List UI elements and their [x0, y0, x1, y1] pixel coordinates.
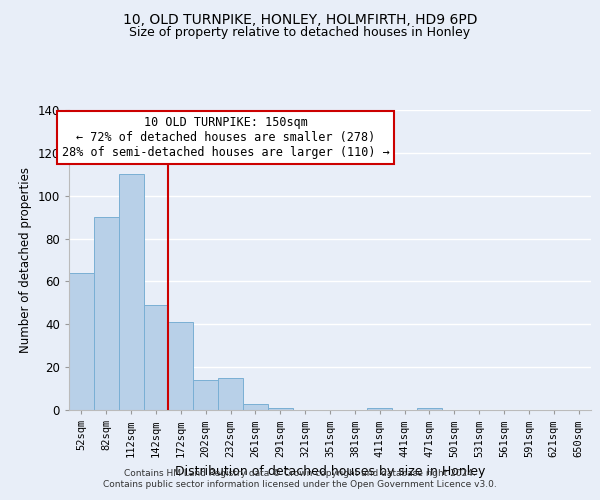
X-axis label: Distribution of detached houses by size in Honley: Distribution of detached houses by size …: [175, 465, 485, 478]
Text: Contains public sector information licensed under the Open Government Licence v3: Contains public sector information licen…: [103, 480, 497, 489]
Bar: [169, 322, 193, 410]
Bar: [94, 217, 119, 410]
Y-axis label: Number of detached properties: Number of detached properties: [19, 167, 32, 353]
Bar: [218, 378, 243, 410]
Bar: [243, 404, 268, 410]
Bar: [119, 174, 143, 410]
Text: 10 OLD TURNPIKE: 150sqm
← 72% of detached houses are smaller (278)
28% of semi-d: 10 OLD TURNPIKE: 150sqm ← 72% of detache…: [62, 116, 389, 159]
Bar: [193, 380, 218, 410]
Text: Contains HM Land Registry data © Crown copyright and database right 2024.: Contains HM Land Registry data © Crown c…: [124, 468, 476, 477]
Bar: [268, 408, 293, 410]
Bar: [417, 408, 442, 410]
Text: 10, OLD TURNPIKE, HONLEY, HOLMFIRTH, HD9 6PD: 10, OLD TURNPIKE, HONLEY, HOLMFIRTH, HD9…: [123, 12, 477, 26]
Bar: [143, 305, 169, 410]
Bar: [367, 408, 392, 410]
Text: Size of property relative to detached houses in Honley: Size of property relative to detached ho…: [130, 26, 470, 39]
Bar: [69, 273, 94, 410]
